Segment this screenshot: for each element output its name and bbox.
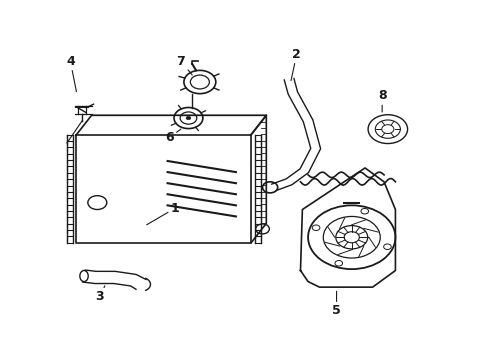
Text: 7: 7 bbox=[176, 55, 192, 75]
Circle shape bbox=[186, 116, 191, 120]
Text: 3: 3 bbox=[95, 286, 105, 303]
Text: 1: 1 bbox=[147, 202, 179, 225]
Text: 5: 5 bbox=[332, 291, 341, 317]
Text: 8: 8 bbox=[378, 89, 387, 112]
Text: 2: 2 bbox=[291, 48, 301, 81]
Text: 6: 6 bbox=[165, 129, 181, 144]
Text: 4: 4 bbox=[66, 55, 76, 92]
